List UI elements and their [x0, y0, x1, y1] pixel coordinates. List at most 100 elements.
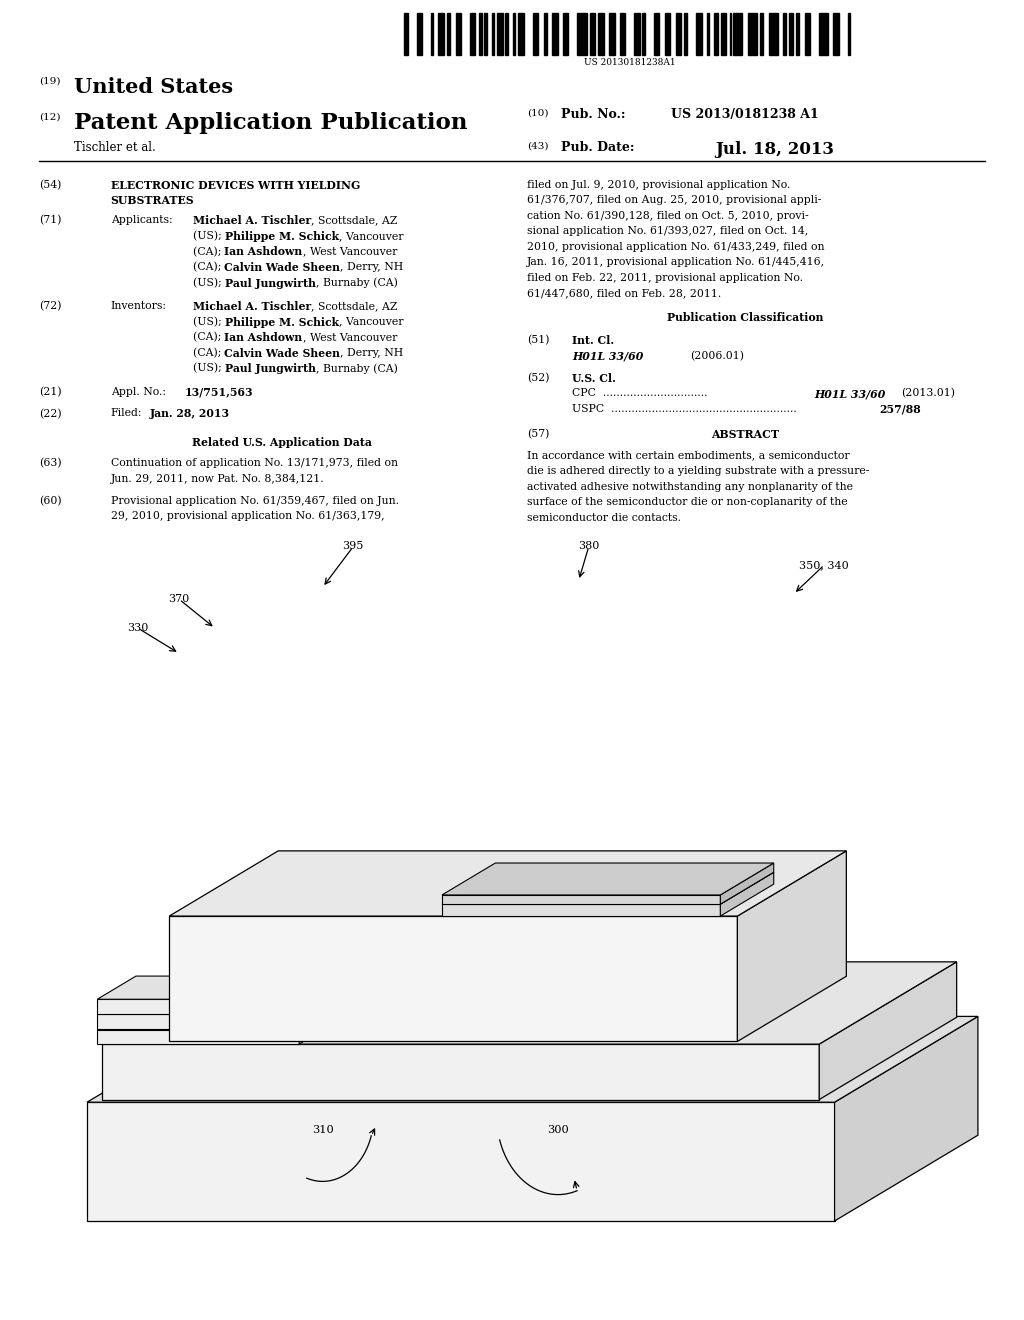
Text: (US);: (US);: [193, 317, 224, 327]
Bar: [760, 13, 763, 55]
Polygon shape: [169, 851, 846, 916]
Text: , West Vancouver: , West Vancouver: [302, 333, 397, 342]
Text: (US);: (US);: [193, 363, 224, 374]
Polygon shape: [299, 991, 338, 1030]
Bar: [590, 13, 595, 55]
Bar: [598, 13, 604, 55]
Text: Tischler et al.: Tischler et al.: [74, 141, 156, 154]
Text: filed on Feb. 22, 2011, provisional application No.: filed on Feb. 22, 2011, provisional appl…: [527, 273, 804, 282]
Text: , West Vancouver: , West Vancouver: [302, 247, 397, 256]
Text: (63): (63): [39, 458, 61, 469]
Text: (57): (57): [527, 429, 550, 440]
Text: Inventors:: Inventors:: [111, 301, 167, 312]
Text: 330: 330: [128, 623, 148, 634]
Text: 2010, provisional application No. 61/433,249, filed on: 2010, provisional application No. 61/433…: [527, 242, 825, 252]
Text: SUBSTRATES: SUBSTRATES: [111, 195, 195, 206]
Text: (2013.01): (2013.01): [901, 388, 955, 399]
Text: U.S. Cl.: U.S. Cl.: [572, 372, 616, 384]
Bar: [544, 13, 547, 55]
Bar: [483, 13, 487, 55]
Text: (51): (51): [527, 335, 550, 346]
Text: United States: United States: [74, 77, 232, 96]
Polygon shape: [442, 863, 774, 895]
Text: 257/88: 257/88: [880, 404, 922, 414]
Text: (60): (60): [39, 496, 61, 506]
Bar: [715, 13, 718, 55]
Polygon shape: [819, 962, 956, 1100]
Text: Pub. No.:: Pub. No.:: [561, 108, 626, 121]
Bar: [684, 13, 687, 55]
Bar: [635, 13, 640, 55]
Text: Paul Jungwirth: Paul Jungwirth: [224, 363, 315, 375]
Bar: [609, 13, 614, 55]
Text: Ian Ashdown: Ian Ashdown: [224, 247, 302, 257]
Text: (72): (72): [39, 301, 61, 312]
Polygon shape: [737, 851, 846, 1041]
Bar: [805, 13, 810, 55]
Text: Pub. Date:: Pub. Date:: [561, 141, 635, 154]
Text: Patent Application Publication: Patent Application Publication: [74, 112, 467, 135]
Polygon shape: [97, 1006, 338, 1030]
Text: (52): (52): [527, 372, 550, 383]
Bar: [552, 13, 558, 55]
Text: Applicants:: Applicants:: [111, 215, 172, 226]
Bar: [696, 13, 701, 55]
Bar: [505, 13, 508, 55]
Text: Michael A. Tischler: Michael A. Tischler: [193, 301, 310, 312]
Text: , Burnaby (CA): , Burnaby (CA): [315, 363, 397, 374]
Bar: [790, 13, 793, 55]
Bar: [819, 13, 828, 55]
Text: die is adhered directly to a yielding substrate with a pressure-: die is adhered directly to a yielding su…: [527, 466, 869, 477]
Bar: [834, 13, 839, 55]
Text: 300: 300: [547, 1125, 569, 1135]
Polygon shape: [97, 975, 338, 999]
Text: 61/447,680, filed on Feb. 28, 2011.: 61/447,680, filed on Feb. 28, 2011.: [527, 289, 722, 298]
Text: Calvin Wade Sheen: Calvin Wade Sheen: [224, 347, 340, 359]
Text: 350, 340: 350, 340: [800, 560, 849, 570]
Text: Provisional application No. 61/359,467, filed on Jun.: Provisional application No. 61/359,467, …: [111, 496, 398, 506]
Bar: [417, 13, 422, 55]
Text: Jan. 16, 2011, provisional application No. 61/445,416,: Jan. 16, 2011, provisional application N…: [527, 257, 825, 268]
Bar: [620, 13, 626, 55]
Bar: [796, 13, 799, 55]
Text: , Derry, NH: , Derry, NH: [340, 263, 403, 272]
Text: (10): (10): [527, 108, 549, 117]
Bar: [493, 13, 495, 55]
Text: (43): (43): [527, 141, 549, 150]
Text: (19): (19): [39, 77, 60, 86]
Text: ELECTRONIC DEVICES WITH YIELDING: ELECTRONIC DEVICES WITH YIELDING: [111, 180, 360, 190]
Bar: [654, 13, 659, 55]
Polygon shape: [97, 1014, 299, 1030]
Text: (12): (12): [39, 112, 60, 121]
Text: (54): (54): [39, 180, 61, 190]
Text: (CA);: (CA);: [193, 347, 224, 358]
Polygon shape: [720, 863, 774, 904]
Polygon shape: [97, 991, 338, 1014]
Text: Jun. 29, 2011, now Pat. No. 8,384,121.: Jun. 29, 2011, now Pat. No. 8,384,121.: [111, 474, 325, 484]
Bar: [642, 13, 645, 55]
Polygon shape: [835, 1016, 978, 1221]
Bar: [447, 13, 451, 55]
Bar: [532, 13, 539, 55]
Bar: [479, 13, 482, 55]
Text: Related U.S. Application Data: Related U.S. Application Data: [191, 437, 372, 447]
Text: semiconductor die contacts.: semiconductor die contacts.: [527, 513, 681, 523]
Polygon shape: [442, 873, 774, 904]
Text: filed on Jul. 9, 2010, provisional application No.: filed on Jul. 9, 2010, provisional appli…: [527, 180, 791, 190]
Polygon shape: [102, 1044, 819, 1100]
Text: , Scottsdale, AZ: , Scottsdale, AZ: [310, 301, 397, 312]
Bar: [456, 13, 461, 55]
Text: Continuation of application No. 13/171,973, filed on: Continuation of application No. 13/171,9…: [111, 458, 397, 469]
Text: Paul Jungwirth: Paul Jungwirth: [224, 277, 315, 289]
Text: (22): (22): [39, 408, 61, 418]
Bar: [708, 13, 709, 55]
Bar: [431, 13, 433, 55]
Bar: [470, 13, 475, 55]
Text: US 20130181238A1: US 20130181238A1: [584, 58, 676, 67]
Text: Int. Cl.: Int. Cl.: [572, 335, 614, 346]
Bar: [733, 13, 742, 55]
Bar: [769, 13, 777, 55]
Text: Michael A. Tischler: Michael A. Tischler: [193, 215, 310, 226]
Polygon shape: [97, 1030, 299, 1044]
Text: 310: 310: [311, 1125, 334, 1135]
